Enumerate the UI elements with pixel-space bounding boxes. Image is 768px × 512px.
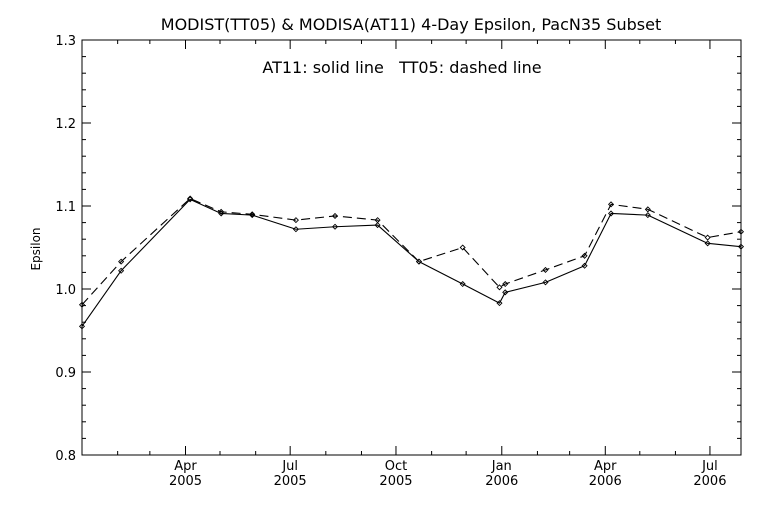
- data-point-at11: [542, 279, 549, 286]
- plot-frame: [81, 39, 742, 456]
- data-point-tt05: [644, 206, 651, 213]
- y-tick-label: 1.0: [55, 283, 76, 298]
- x-tick-month: Apr: [174, 459, 197, 474]
- x-tick-year: 2005: [274, 474, 307, 489]
- data-point-tt05: [218, 208, 225, 215]
- data-point-tt05: [415, 258, 423, 265]
- data-point-tt05: [581, 252, 588, 259]
- data-point-at11: [118, 267, 125, 274]
- x-tick-month: Jul: [701, 459, 718, 474]
- axis-ticks: 0.80.91.01.11.21.3Apr2005Jul2005Oct2005J…: [55, 34, 741, 489]
- y-tick-label: 1.3: [55, 34, 76, 49]
- x-tick-month: Oct: [385, 459, 407, 474]
- data-point-at11: [737, 243, 745, 250]
- data-point-at11: [502, 289, 509, 296]
- data-point-at11: [459, 280, 466, 288]
- y-axis-label: Epsilon: [29, 227, 43, 270]
- x-tick-year: 2005: [169, 474, 202, 489]
- x-tick-year: 2006: [485, 474, 518, 489]
- data-point-at11: [374, 222, 381, 229]
- x-tick-month: Apr: [594, 459, 617, 474]
- x-tick-year: 2006: [693, 474, 726, 489]
- series-line-tt05: [81, 197, 742, 306]
- x-tick-month: Jan: [491, 459, 512, 474]
- data-point-at11: [292, 226, 299, 233]
- data-point-tt05: [118, 258, 125, 265]
- data-point-tt05: [496, 284, 503, 291]
- x-tick-year: 2006: [589, 474, 622, 489]
- legend-annotation: AT11: solid line TT05: dashed line: [262, 58, 541, 77]
- data-point-tt05: [331, 212, 339, 219]
- data-point-at11: [78, 323, 86, 330]
- y-tick-label: 0.8: [55, 449, 76, 464]
- series-line-at11: [81, 198, 742, 327]
- data-point-tt05: [187, 195, 194, 202]
- chart-title: MODIST(TT05) & MODISA(AT11) 4-Day Epsilo…: [161, 15, 661, 34]
- data-point-tt05: [249, 211, 256, 218]
- data-point-at11: [608, 210, 615, 217]
- data-point-tt05: [292, 217, 299, 224]
- data-point-at11: [704, 240, 711, 247]
- data-point-at11: [187, 196, 194, 203]
- data-point-at11: [496, 300, 503, 307]
- data-point-at11: [644, 212, 651, 219]
- y-tick-label: 1.2: [55, 117, 76, 132]
- data-point-tt05: [78, 301, 86, 308]
- data-point-tt05: [459, 244, 466, 251]
- data-point-tt05: [704, 234, 711, 241]
- data-point-tt05: [737, 228, 745, 235]
- x-tick-year: 2005: [379, 474, 412, 489]
- y-tick-label: 0.9: [55, 366, 76, 381]
- data-point-at11: [331, 223, 339, 230]
- y-tick-label: 1.1: [55, 200, 76, 215]
- data-point-tt05: [502, 280, 509, 288]
- series-layer: [78, 195, 745, 330]
- x-tick-month: Jul: [281, 459, 298, 474]
- data-point-tt05: [608, 201, 615, 208]
- data-point-tt05: [374, 217, 381, 224]
- data-point-at11: [581, 262, 588, 269]
- data-point-tt05: [542, 266, 549, 273]
